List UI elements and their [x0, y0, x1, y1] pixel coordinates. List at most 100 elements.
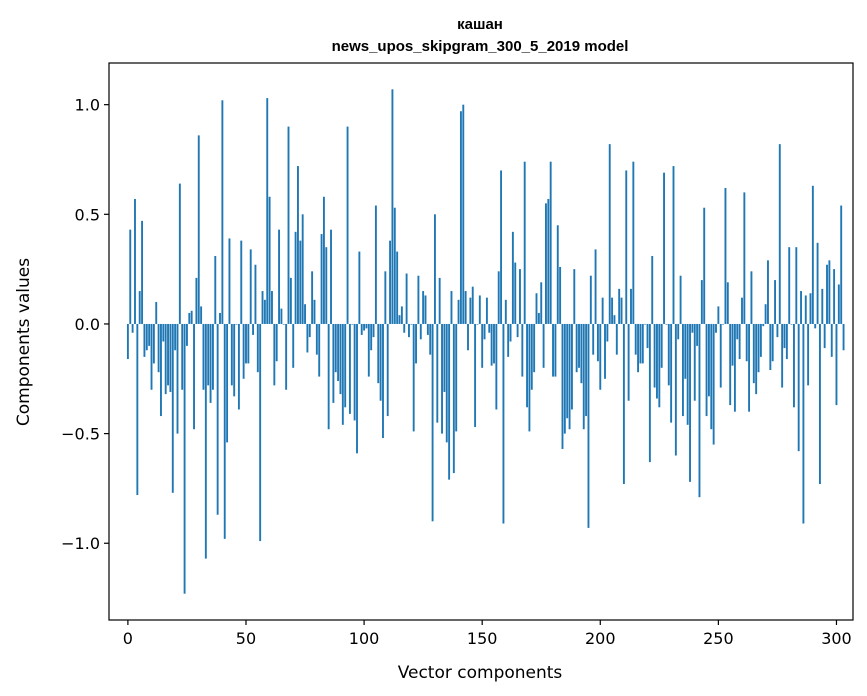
bar: [360, 323, 363, 335]
bar: [568, 323, 571, 430]
bar: [214, 255, 217, 324]
x-tick-label: 100: [349, 629, 380, 648]
bar: [556, 225, 559, 324]
bar: [828, 260, 831, 324]
bar: [757, 323, 760, 373]
bar: [587, 323, 590, 528]
bar: [469, 297, 472, 324]
bar: [672, 166, 675, 324]
bar: [242, 323, 245, 379]
bar: [183, 323, 186, 594]
bar: [719, 323, 722, 388]
bar: [686, 323, 689, 425]
bar: [431, 323, 434, 522]
bar: [200, 306, 203, 324]
bar: [559, 266, 562, 324]
bar: [322, 196, 325, 324]
bar: [372, 323, 375, 338]
bar: [259, 323, 262, 542]
bar: [445, 323, 448, 443]
bar: [315, 323, 318, 355]
bar: [674, 323, 677, 456]
bar: [223, 323, 226, 539]
bar: [389, 240, 392, 324]
bar: [233, 323, 236, 397]
bar: [478, 295, 481, 324]
bar: [169, 323, 172, 392]
bar: [188, 312, 191, 324]
bar: [521, 323, 524, 377]
bar: [226, 323, 229, 443]
bar: [275, 323, 278, 362]
bar: [523, 161, 526, 324]
bar: [653, 323, 656, 388]
bar: [731, 323, 734, 366]
bar: [830, 323, 833, 357]
bar: [181, 323, 184, 390]
bar: [682, 323, 684, 417]
bar: [762, 323, 765, 327]
bar: [781, 323, 784, 388]
bar: [193, 323, 195, 430]
bar: [679, 275, 682, 324]
bar: [759, 323, 762, 357]
bar: [502, 323, 505, 524]
bar: [575, 323, 578, 373]
bar: [516, 323, 519, 338]
bar: [500, 170, 503, 324]
bar: [554, 323, 557, 377]
bar: [197, 135, 200, 324]
bar: [476, 323, 479, 325]
bar: [422, 291, 425, 324]
bar: [755, 323, 758, 395]
bar: [424, 295, 427, 324]
bar: [483, 323, 486, 340]
bar: [273, 323, 276, 386]
bar: [438, 277, 441, 324]
bar: [594, 249, 597, 324]
bar: [289, 277, 292, 324]
bar: [136, 323, 139, 496]
bar: [377, 323, 380, 384]
bar: [462, 104, 465, 324]
bar: [337, 323, 340, 381]
bar: [382, 323, 384, 438]
bar: [379, 323, 382, 401]
bar: [391, 89, 394, 324]
bar: [606, 323, 609, 342]
bar: [299, 240, 302, 324]
bar: [271, 291, 273, 324]
bar: [717, 306, 720, 324]
bar: [533, 323, 536, 373]
bar: [219, 312, 221, 324]
bar: [202, 323, 205, 390]
x-tick-label: 150: [467, 629, 498, 648]
bar: [134, 198, 136, 324]
bar: [485, 297, 488, 324]
bar: [145, 323, 148, 351]
bar: [733, 323, 736, 412]
bar: [434, 214, 436, 324]
bar: [330, 229, 332, 324]
bar: [384, 271, 387, 324]
bar: [736, 323, 739, 340]
bar: [247, 323, 250, 364]
bar: [459, 111, 462, 324]
x-tick-label: 50: [236, 629, 256, 648]
bar: [578, 323, 580, 368]
bar: [519, 269, 521, 324]
bar: [622, 323, 625, 485]
bar: [230, 323, 233, 386]
y-axis: −1.0 −0.5 0.0 0.5 1.0: [61, 96, 109, 553]
bar: [467, 323, 469, 351]
bar: [511, 231, 514, 324]
bar: [596, 323, 599, 362]
bar: [802, 323, 805, 524]
bar: [126, 323, 129, 360]
bar: [287, 126, 290, 324]
bar: [268, 196, 271, 324]
bar: [613, 315, 616, 324]
bar: [252, 323, 255, 335]
bar: [769, 323, 772, 371]
bar: [795, 247, 798, 324]
